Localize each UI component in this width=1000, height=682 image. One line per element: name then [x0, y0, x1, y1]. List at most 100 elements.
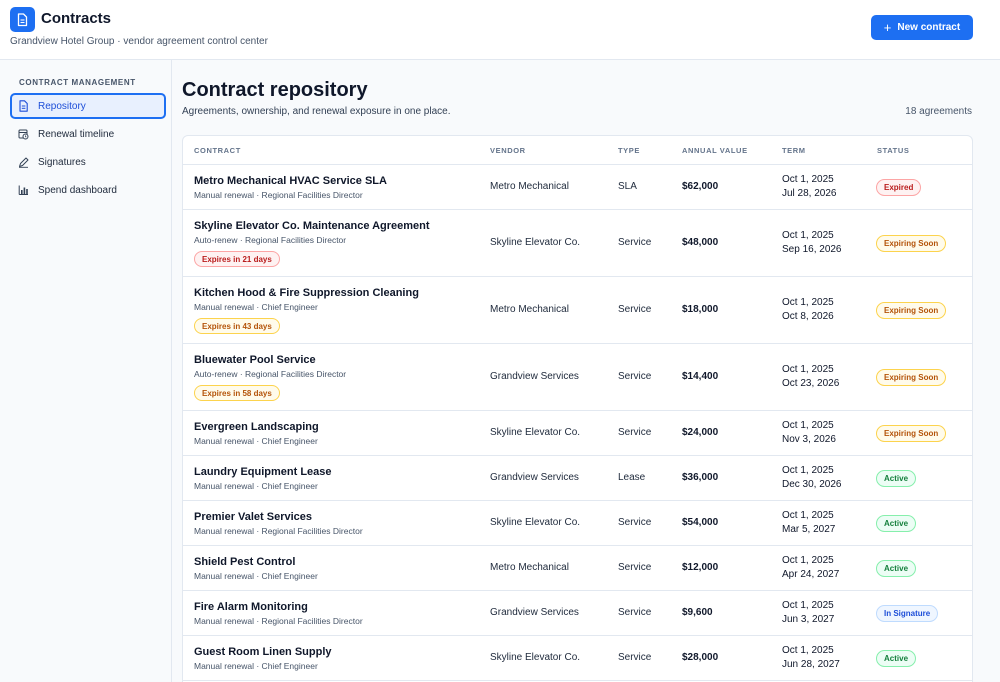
term-cell: Oct 1, 2025 Jun 3, 2027 [782, 599, 834, 627]
value-cell: $62,000 [682, 181, 719, 192]
type-cell: SLA [618, 181, 637, 192]
pen-icon [19, 157, 29, 168]
contract-name[interactable]: Fire Alarm Monitoring [194, 601, 308, 613]
term-cell: Oct 1, 2025 Nov 3, 2026 [782, 419, 836, 447]
table-row[interactable]: Evergreen Landscaping Manual renewal · C… [183, 411, 972, 456]
contract-name[interactable]: Guest Room Linen Supply [194, 646, 332, 658]
term-cell: Oct 1, 2025 Mar 5, 2027 [782, 509, 835, 537]
term-start: Oct 1, 2025 [782, 465, 834, 476]
term-start: Oct 1, 2025 [782, 420, 834, 431]
table-row[interactable]: Guest Room Linen Supply Manual renewal ·… [183, 636, 972, 681]
status-badge: Expiring Soon [876, 235, 947, 252]
status-badge: Active [876, 515, 917, 532]
vendor-cell: Skyline Elevator Co. [490, 652, 581, 663]
table-row[interactable]: Shield Pest Control Manual renewal · Chi… [183, 546, 972, 591]
expiry-alert-badge: Expires in 58 days [194, 385, 280, 401]
term-cell: Oct 1, 2025 Oct 23, 2026 [782, 363, 839, 391]
term-start: Oct 1, 2025 [782, 230, 834, 241]
contracts-table: CONTRACT VENDOR TYPE ANNUAL VALUE TERM S… [182, 135, 973, 682]
contract-name[interactable]: Skyline Elevator Co. Maintenance Agreeme… [194, 220, 430, 232]
term-cell: Oct 1, 2025 Dec 30, 2026 [782, 464, 842, 492]
table-row[interactable]: Premier Valet Services Manual renewal · … [183, 501, 972, 546]
table-row[interactable]: Fire Alarm Monitoring Manual renewal · R… [183, 591, 972, 636]
type-cell: Service [618, 607, 652, 618]
value-cell: $28,000 [682, 652, 719, 663]
table-row[interactable]: Metro Mechanical HVAC Service SLA Manual… [183, 165, 972, 210]
page-title: Contract repository [182, 79, 368, 101]
contract-name[interactable]: Evergreen Landscaping [194, 421, 319, 433]
vendor-cell: Skyline Elevator Co. [490, 237, 581, 248]
document-icon [19, 100, 28, 112]
vendor-cell: Metro Mechanical [490, 181, 569, 192]
term-cell: Oct 1, 2025 Oct 8, 2026 [782, 296, 834, 324]
term-start: Oct 1, 2025 [782, 510, 834, 521]
app-header: Contracts Grandview Hotel Group · vendor… [0, 0, 1000, 60]
column-header-status[interactable]: STATUS [877, 146, 910, 155]
page-subtitle: Agreements, ownership, and renewal expos… [182, 106, 451, 117]
vendor-cell: Skyline Elevator Co. [490, 517, 581, 528]
table-row[interactable]: Kitchen Hood & Fire Suppression Cleaning… [183, 277, 972, 344]
sidebar-item-spend-dashboard[interactable]: Spend dashboard [10, 177, 166, 203]
sidebar-item-label: Spend dashboard [38, 184, 117, 196]
contract-meta: Manual renewal · Chief Engineer [194, 302, 318, 312]
contract-meta: Manual renewal · Regional Facilities Dir… [194, 616, 363, 626]
status-badge: Expiring Soon [876, 369, 947, 386]
sidebar-item-repository[interactable]: Repository [10, 93, 166, 119]
vendor-cell: Metro Mechanical [490, 562, 569, 573]
vendor-cell: Skyline Elevator Co. [490, 427, 581, 438]
sidebar-item-renewal-timeline[interactable]: Renewal timeline [10, 121, 166, 147]
term-start: Oct 1, 2025 [782, 555, 834, 566]
term-end: Jun 3, 2027 [782, 614, 835, 625]
contract-meta: Manual renewal · Regional Facilities Dir… [194, 526, 363, 536]
column-header-contract[interactable]: CONTRACT [194, 146, 241, 155]
sidebar-item-signatures[interactable]: Signatures [10, 149, 166, 175]
term-end: Jul 28, 2026 [782, 188, 837, 199]
column-header-annual-value[interactable]: ANNUAL VALUE [682, 146, 748, 155]
table-row[interactable]: Laundry Equipment Lease Manual renewal ·… [183, 456, 972, 501]
contract-name[interactable]: Metro Mechanical HVAC Service SLA [194, 175, 387, 187]
term-end: Oct 8, 2026 [782, 311, 834, 322]
type-cell: Service [618, 237, 652, 248]
type-cell: Service [618, 371, 652, 382]
term-start: Oct 1, 2025 [782, 174, 834, 185]
vendor-cell: Grandview Services [490, 371, 579, 382]
expiry-alert-badge: Expires in 21 days [194, 251, 280, 267]
term-cell: Oct 1, 2025 Sep 16, 2026 [782, 229, 842, 257]
expiry-alert-badge: Expires in 43 days [194, 318, 280, 334]
contract-name[interactable]: Premier Valet Services [194, 511, 313, 523]
contract-meta: Manual renewal · Chief Engineer [194, 436, 318, 446]
status-badge: Expiring Soon [876, 302, 947, 319]
column-header-type[interactable]: TYPE [618, 146, 640, 155]
vendor-cell: Grandview Services [490, 472, 579, 483]
value-cell: $36,000 [682, 472, 719, 483]
value-cell: $18,000 [682, 304, 719, 315]
column-header-vendor[interactable]: VENDOR [490, 146, 526, 155]
contract-name[interactable]: Bluewater Pool Service [194, 354, 316, 366]
sidebar-item-label: Repository [38, 100, 86, 112]
term-end: Mar 5, 2027 [782, 524, 836, 535]
contract-name[interactable]: Shield Pest Control [194, 556, 296, 568]
status-badge: Expired [876, 179, 922, 196]
app-subtitle: Grandview Hotel Group · vendor agreement… [10, 36, 268, 47]
term-cell: Oct 1, 2025 Apr 24, 2027 [782, 554, 839, 582]
table-header: CONTRACT VENDOR TYPE ANNUAL VALUE TERM S… [183, 136, 972, 165]
value-cell: $12,000 [682, 562, 719, 573]
sidebar: CONTRACT MANAGEMENT Repository Renewal t… [0, 60, 172, 682]
term-cell: Oct 1, 2025 Jul 28, 2026 [782, 173, 837, 201]
calendar-clock-icon [18, 129, 29, 140]
table-row[interactable]: Skyline Elevator Co. Maintenance Agreeme… [183, 210, 972, 277]
document-icon [10, 7, 35, 32]
term-start: Oct 1, 2025 [782, 645, 834, 656]
contract-name[interactable]: Laundry Equipment Lease [194, 466, 332, 478]
agreement-count: 18 agreements [905, 106, 972, 117]
type-cell: Lease [618, 472, 646, 483]
contract-name[interactable]: Kitchen Hood & Fire Suppression Cleaning [194, 287, 419, 299]
new-contract-button[interactable]: + New contract [871, 15, 973, 40]
table-row[interactable]: Bluewater Pool Service Auto-renew · Regi… [183, 344, 972, 411]
new-contract-label: New contract [897, 22, 961, 33]
column-header-term[interactable]: TERM [782, 146, 806, 155]
contract-meta: Manual renewal · Chief Engineer [194, 481, 318, 491]
term-start: Oct 1, 2025 [782, 297, 834, 308]
contract-meta: Manual renewal · Regional Facilities Dir… [194, 190, 363, 200]
term-end: Sep 16, 2026 [782, 244, 842, 255]
